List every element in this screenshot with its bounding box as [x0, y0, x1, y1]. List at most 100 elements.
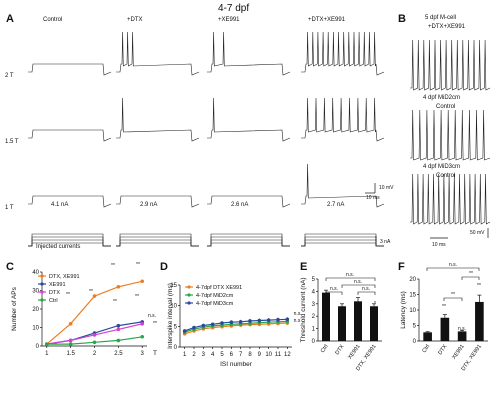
data-point	[182, 329, 187, 333]
data-point	[220, 321, 224, 325]
panel-c-label: C	[6, 261, 14, 273]
bar	[354, 301, 362, 341]
spike-train	[410, 39, 491, 91]
injected-currents-label: Injected currents	[36, 244, 80, 250]
significance-bracket	[341, 284, 376, 288]
voltage-trace	[301, 97, 385, 142]
x-tick-label: 6	[230, 352, 234, 358]
x-tick-label: 9	[258, 352, 262, 358]
category-label: XE991	[347, 344, 361, 361]
significance-annotation: **	[111, 263, 115, 269]
data-point	[140, 322, 145, 326]
voltage-trace	[207, 31, 291, 76]
current-step	[207, 242, 290, 247]
voltage-trace	[207, 195, 291, 208]
scale-t-label-b: 10 ms	[432, 242, 446, 248]
category-label: Ctrl	[421, 344, 431, 354]
data-point	[257, 318, 262, 323]
legend-label: DTX, XE991	[49, 274, 80, 280]
legend-label: Ctrl	[49, 298, 58, 304]
significance-annotation: n.s.	[362, 286, 370, 292]
significance-bracket	[325, 277, 376, 281]
data-point	[68, 322, 73, 326]
x-tick-label: 3	[202, 352, 206, 358]
col-control-label: Control	[43, 17, 62, 23]
col-dtx-label: +DTX	[127, 17, 143, 23]
significance-annotation: n.s.	[148, 313, 156, 319]
col-xe991-label: +XE991	[218, 17, 240, 23]
y-tick-label: 10	[170, 304, 177, 310]
data-point	[92, 294, 97, 298]
significance-annotation: **	[113, 299, 117, 305]
y-tick-label: 2	[312, 314, 316, 320]
bar	[423, 332, 432, 341]
bar	[370, 306, 378, 341]
legend-marker	[40, 290, 44, 294]
significance-annotation: **	[340, 306, 344, 312]
y-axis-label: Number of APs	[11, 286, 18, 330]
significance-bracket	[357, 291, 376, 295]
y-tick-label: 10	[32, 326, 39, 332]
data-point	[92, 340, 97, 345]
significance-bracket	[461, 276, 480, 280]
x-tick-label: 11	[275, 352, 282, 358]
category-label: XE991	[451, 344, 465, 361]
significance-annotation: n.s	[294, 318, 301, 324]
significance-annotation: *	[374, 301, 376, 307]
y-tick-label: 5	[312, 277, 316, 283]
b2-label-line1: 4 dpf MiD2cm	[423, 95, 460, 101]
y-tick-label: 5	[413, 324, 417, 330]
significance-annotation: **	[135, 294, 139, 300]
significance-bracket	[426, 267, 480, 271]
category-label: DTX	[437, 343, 448, 356]
y-tick-label: 10	[409, 308, 416, 314]
row-1t-label: 1 T	[5, 205, 14, 211]
b3-label-line2: Control	[436, 173, 455, 179]
category-label: Ctrl	[320, 344, 330, 354]
significance-annotation: **	[153, 321, 157, 327]
significance-annotation: n.s.	[354, 279, 362, 285]
significance-annotation: **	[136, 262, 140, 268]
y-tick-label: 0	[36, 344, 40, 350]
significance-annotation: **	[469, 271, 473, 277]
significance-annotation: n.s.	[346, 272, 354, 278]
panel-a-label: A	[6, 13, 14, 25]
panel-e-label: E	[300, 261, 307, 273]
spike-train	[410, 109, 491, 161]
x-tick-label: 1	[183, 352, 187, 358]
significance-annotation: **	[442, 304, 446, 310]
voltage-trace	[116, 31, 200, 76]
current-step	[207, 236, 290, 247]
data-point	[276, 317, 280, 322]
x-tick-label: 7	[239, 352, 243, 358]
injected-currents-traces	[28, 233, 384, 247]
y-axis-label: Interspike interval (ms)	[167, 283, 174, 349]
current-step	[301, 236, 384, 247]
y-tick-label: 20	[32, 307, 39, 313]
data-point	[116, 338, 121, 343]
y-tick-label: 15	[170, 283, 177, 289]
data-point	[140, 279, 145, 284]
bar	[475, 301, 484, 341]
scale-v-label-b: 50 mV	[470, 230, 485, 236]
voltage-trace	[116, 97, 200, 142]
x-tick-label: 10	[265, 352, 272, 358]
data-point	[285, 317, 290, 322]
voltage-trace	[116, 195, 200, 208]
y-tick-label: 5	[174, 324, 178, 330]
x-axis-label: ISI number	[220, 361, 253, 368]
data-point	[44, 342, 49, 346]
row-2t-label: 2 T	[5, 73, 14, 79]
chart-c: 0 10 20 30 40 1 1.5 2 2.5 3 Number of APs T DTX, XE9…	[11, 262, 157, 357]
y-tick-label: 1	[312, 327, 316, 333]
significance-annotation: **	[66, 292, 70, 298]
legend-label: 4-7dpf MiD3cm	[196, 301, 234, 307]
data-point	[229, 320, 234, 325]
scale-t-label-a: 10 ms	[366, 195, 380, 201]
b2-label-line2: Control	[436, 104, 455, 110]
x-tick-label: 5	[220, 352, 224, 358]
panel-d-label: D	[160, 261, 168, 273]
y-tick-label: 0	[174, 345, 178, 351]
